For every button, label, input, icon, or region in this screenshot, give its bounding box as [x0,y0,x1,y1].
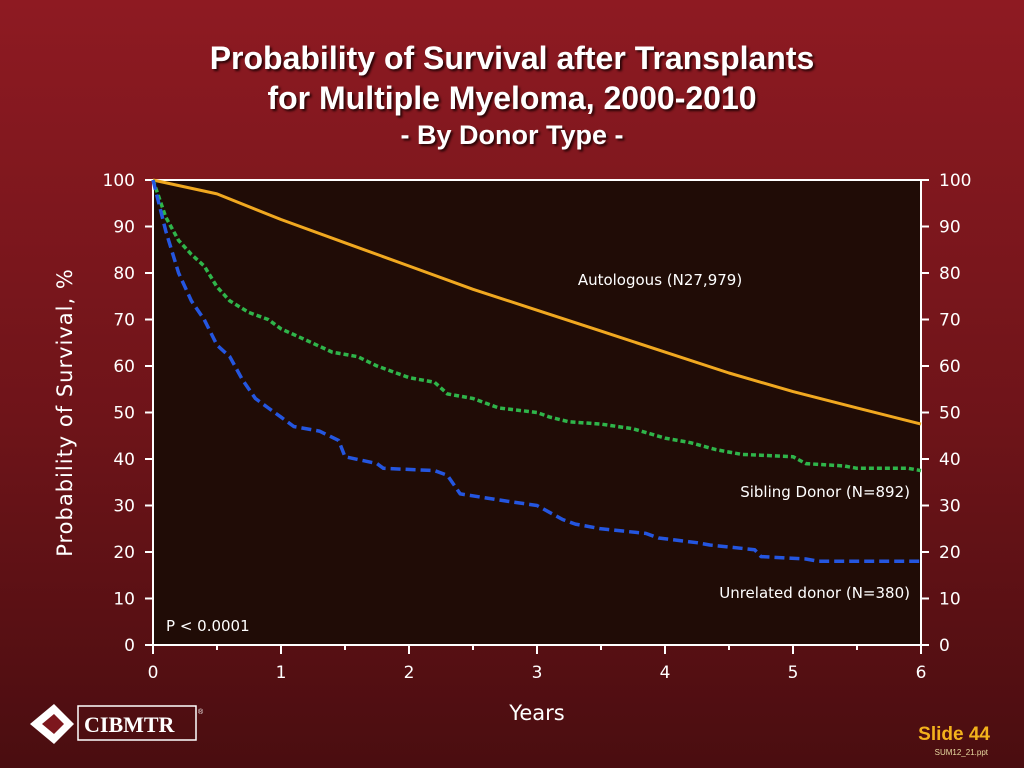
p-value-annotation: P < 0.0001 [166,617,250,635]
plot-area [153,180,921,645]
y-tick-label-left: 10 [113,590,135,610]
y-tick-label-right: 80 [939,264,961,284]
y-tick-label-right: 100 [939,171,971,191]
chart-title-line-1: Probability of Survival after Transplant… [209,40,815,76]
series-line-3 [151,179,921,564]
y-tick-label-right: 0 [939,636,950,656]
y-tick-label-left: 40 [113,450,135,470]
y-tick-label-left: 0 [124,636,135,656]
y-tick-label-right: 30 [939,497,961,517]
cibmtr-logo: CIBMTR ® [30,704,204,744]
series-label-1: Autologous (N27,979) [578,271,742,289]
x-tick-label: 5 [788,663,799,683]
x-axis-label: Years [508,701,564,725]
y-tick-label-left: 50 [113,404,135,424]
y-tick-label-right: 90 [939,218,961,238]
y-tick-label-right: 20 [939,543,961,563]
y-tick-label-right: 40 [939,450,961,470]
y-tick-label-left: 100 [103,171,135,191]
y-tick-label-left: 30 [113,497,135,517]
series-line-1 [152,178,922,426]
y-tick-label-right: 70 [939,311,961,331]
slide-number: Slide 44 [918,724,990,745]
series-line-2 [151,179,922,473]
x-tick-label: 0 [148,663,159,683]
chart-title-line-2: for Multiple Myeloma, 2000-2010 [267,80,757,116]
x-tick-label: 3 [532,663,543,683]
slide-file-name: SUM12_21.ppt [934,748,988,757]
x-tick-label: 1 [276,663,287,683]
x-tick-label: 4 [660,663,671,683]
y-tick-label-left: 60 [113,357,135,377]
y-tick-label-right: 60 [939,357,961,377]
x-tick-label: 6 [916,663,927,683]
y-tick-label-left: 90 [113,218,135,238]
y-tick-label-left: 70 [113,311,135,331]
y-tick-label-right: 10 [939,590,961,610]
series-label-2: Sibling Donor (N=892) [740,483,910,501]
logo-text: CIBMTR [84,712,176,737]
y-tick-label-left: 80 [113,264,135,284]
y-tick-label-left: 20 [113,543,135,563]
y-axis-label: Probability of Survival, % [53,268,77,557]
series-label-3: Unrelated donor (N=380) [719,584,910,602]
y-tick-label-right: 50 [939,404,961,424]
logo-registered-mark: ® [198,708,204,716]
x-tick-label: 2 [404,663,415,683]
chart-subtitle: - By Donor Type - [400,120,624,150]
